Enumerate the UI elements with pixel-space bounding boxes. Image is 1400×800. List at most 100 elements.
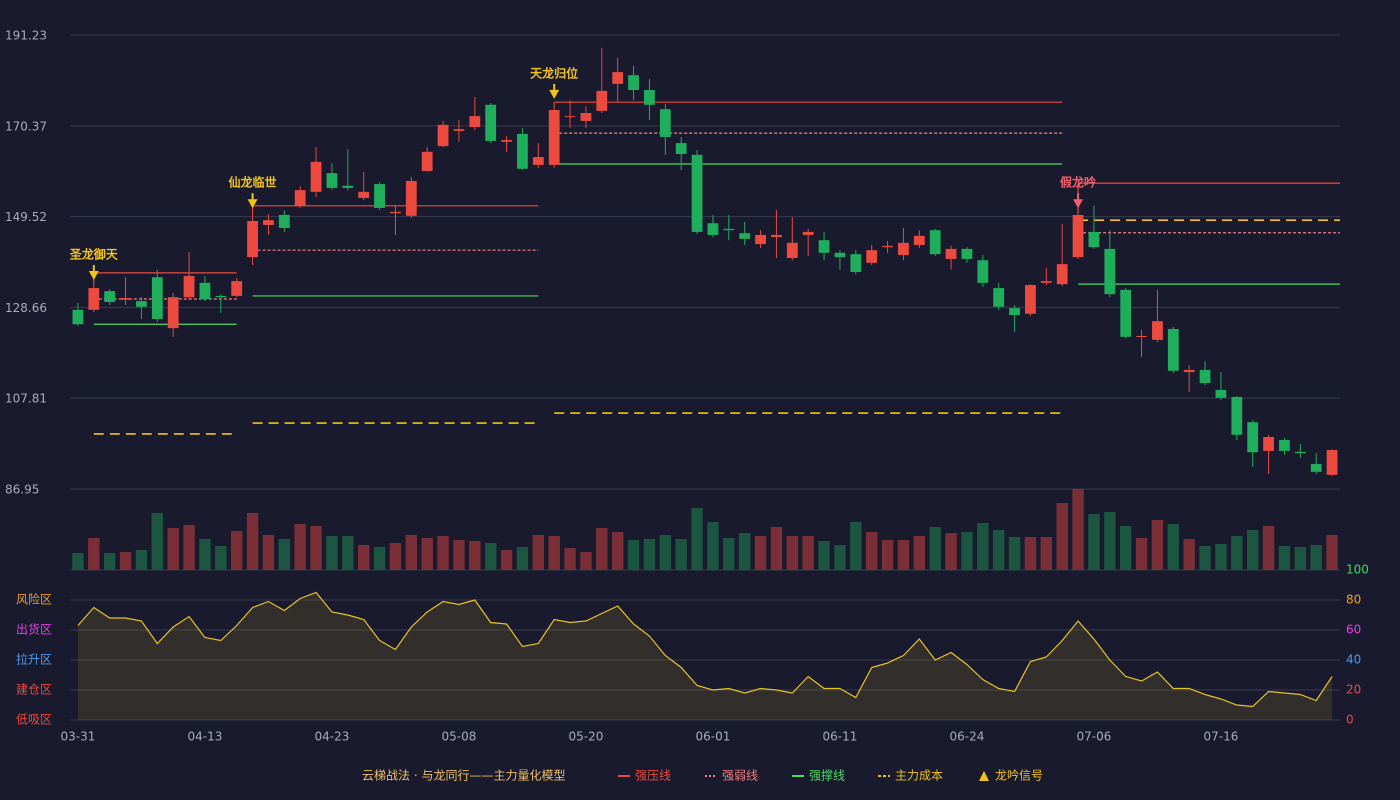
volume-bar xyxy=(215,546,227,570)
volume-bar xyxy=(453,540,465,570)
volume-bar xyxy=(500,550,513,570)
y-tick-label: 170.37 xyxy=(5,119,47,133)
volume-bar xyxy=(262,535,275,570)
volume-bar xyxy=(119,552,132,570)
volume-bar xyxy=(103,553,116,570)
volume-bar xyxy=(1278,546,1291,570)
candle-body xyxy=(1136,335,1147,337)
signal-label: 仙龙临世 xyxy=(229,175,277,190)
volume-bar xyxy=(1183,539,1195,570)
candle-body xyxy=(167,297,179,329)
candle-body xyxy=(612,72,624,84)
volume-bar xyxy=(326,536,338,570)
volume-bar xyxy=(88,538,100,570)
signal-arrow xyxy=(247,199,258,209)
candle-body xyxy=(532,157,544,165)
candle-body xyxy=(151,277,163,319)
candle-body xyxy=(485,104,497,141)
candle-body xyxy=(1326,450,1338,475)
candle-body xyxy=(1025,285,1036,314)
volume-bar xyxy=(484,543,497,570)
candle-body xyxy=(342,185,354,188)
volume-bar xyxy=(437,536,449,570)
candle-body xyxy=(72,309,84,325)
osc-tick-label: 100 xyxy=(1346,563,1369,577)
candle-body xyxy=(913,235,925,245)
osc-area xyxy=(77,592,1333,720)
x-tick-label: 05-20 xyxy=(569,730,604,744)
osc-line xyxy=(77,591,1333,708)
candle-body xyxy=(691,154,703,232)
volume-bar xyxy=(945,533,957,570)
candle-body xyxy=(945,248,957,259)
volume-bar xyxy=(135,550,148,570)
candle-body xyxy=(548,110,560,165)
candle-body xyxy=(374,184,385,208)
candle-body xyxy=(263,220,274,225)
candle-body xyxy=(755,234,766,245)
volume-bar xyxy=(786,536,799,570)
y-tick-label: 149.52 xyxy=(5,210,47,224)
candle-body xyxy=(1009,308,1020,316)
volume-bar xyxy=(1056,503,1068,570)
candle-body xyxy=(929,230,941,255)
volume-bar xyxy=(834,545,846,570)
volume-bar xyxy=(1151,520,1164,570)
candle-body xyxy=(818,240,830,253)
volume-bar xyxy=(548,536,560,570)
legend-label: 强弱线 xyxy=(722,769,758,783)
volume-bar xyxy=(1310,545,1322,570)
volume-bar xyxy=(389,543,402,570)
osc-tick-label: 60 xyxy=(1346,623,1361,637)
candle-body xyxy=(310,161,322,192)
candle-body xyxy=(1310,463,1322,472)
candle-body xyxy=(501,140,512,142)
candle-body xyxy=(1279,440,1290,451)
candle-body xyxy=(1199,369,1211,383)
candle-body xyxy=(390,211,401,214)
y-tick-label: 128.66 xyxy=(5,301,47,315)
x-tick-label: 06-24 xyxy=(950,730,985,744)
volume-bar xyxy=(675,539,687,570)
volume-bar xyxy=(1326,535,1338,570)
candle-body xyxy=(437,124,449,147)
candle-body xyxy=(517,133,528,169)
volume-bar xyxy=(199,539,211,570)
volume-bar xyxy=(1246,530,1259,570)
osc-tick-label: 20 xyxy=(1346,683,1361,697)
candle-body xyxy=(1040,281,1052,283)
legend-label: 强撑线 xyxy=(809,768,845,783)
volume-bar xyxy=(627,540,640,570)
zone-label: 建仓区 xyxy=(16,683,52,697)
volume-bar xyxy=(278,539,291,570)
candle-body xyxy=(564,116,576,118)
candle-body xyxy=(993,288,1005,307)
volume-bar xyxy=(596,528,608,570)
volume-bar xyxy=(707,522,719,570)
volume-bar xyxy=(897,540,910,570)
candle-body xyxy=(898,242,909,255)
volume-bar xyxy=(183,525,195,570)
candle-body xyxy=(961,248,973,259)
volume-bar xyxy=(469,541,481,570)
candle-body xyxy=(644,89,655,105)
volume-bar xyxy=(230,531,243,570)
volume-bar xyxy=(913,536,926,570)
x-tick-label: 05-08 xyxy=(442,730,477,744)
candle-body xyxy=(405,180,417,216)
candle-body xyxy=(1072,214,1084,258)
volume-bar xyxy=(373,547,386,570)
candle-body xyxy=(834,252,846,258)
volume-bar xyxy=(1231,536,1243,570)
candle-body xyxy=(675,143,687,154)
candle-body xyxy=(580,113,592,121)
candle-body xyxy=(977,260,989,283)
candle-body xyxy=(120,298,131,300)
candle-body xyxy=(469,116,481,127)
volume-bar xyxy=(659,535,672,570)
candle-body xyxy=(294,190,306,206)
volume-bar xyxy=(1024,537,1037,570)
candle-body xyxy=(1215,389,1227,398)
candle-body xyxy=(136,301,147,307)
